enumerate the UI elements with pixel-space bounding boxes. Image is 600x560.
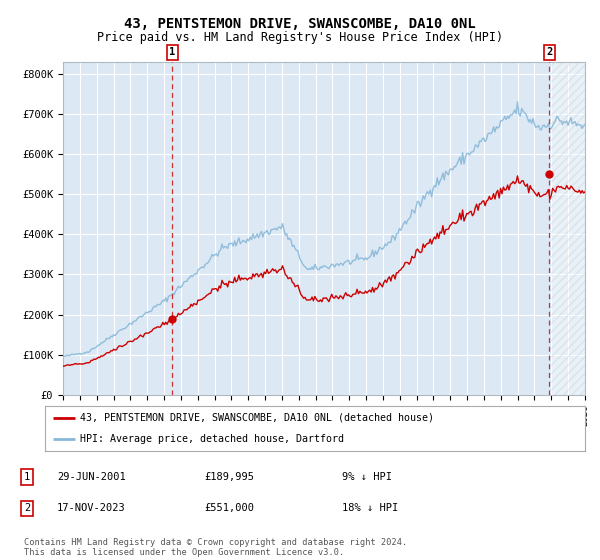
- Text: Contains HM Land Registry data © Crown copyright and database right 2024.
This d: Contains HM Land Registry data © Crown c…: [24, 538, 407, 557]
- Text: 9% ↓ HPI: 9% ↓ HPI: [342, 472, 392, 482]
- Text: £551,000: £551,000: [204, 503, 254, 514]
- Text: 1: 1: [24, 472, 30, 482]
- Text: HPI: Average price, detached house, Dartford: HPI: Average price, detached house, Dart…: [80, 434, 344, 444]
- Bar: [551, 62, 600, 395]
- Text: 43, PENTSTEMON DRIVE, SWANSCOMBE, DA10 0NL (detached house): 43, PENTSTEMON DRIVE, SWANSCOMBE, DA10 0…: [80, 413, 434, 423]
- Text: 1: 1: [169, 48, 175, 58]
- Text: £189,995: £189,995: [204, 472, 254, 482]
- Text: 29-JUN-2001: 29-JUN-2001: [57, 472, 126, 482]
- Text: 17-NOV-2023: 17-NOV-2023: [57, 503, 126, 514]
- Text: 2: 2: [24, 503, 30, 514]
- Text: 2: 2: [546, 48, 553, 58]
- Text: Price paid vs. HM Land Registry's House Price Index (HPI): Price paid vs. HM Land Registry's House …: [97, 31, 503, 44]
- Text: 43, PENTSTEMON DRIVE, SWANSCOMBE, DA10 0NL: 43, PENTSTEMON DRIVE, SWANSCOMBE, DA10 0…: [124, 17, 476, 31]
- Text: 18% ↓ HPI: 18% ↓ HPI: [342, 503, 398, 514]
